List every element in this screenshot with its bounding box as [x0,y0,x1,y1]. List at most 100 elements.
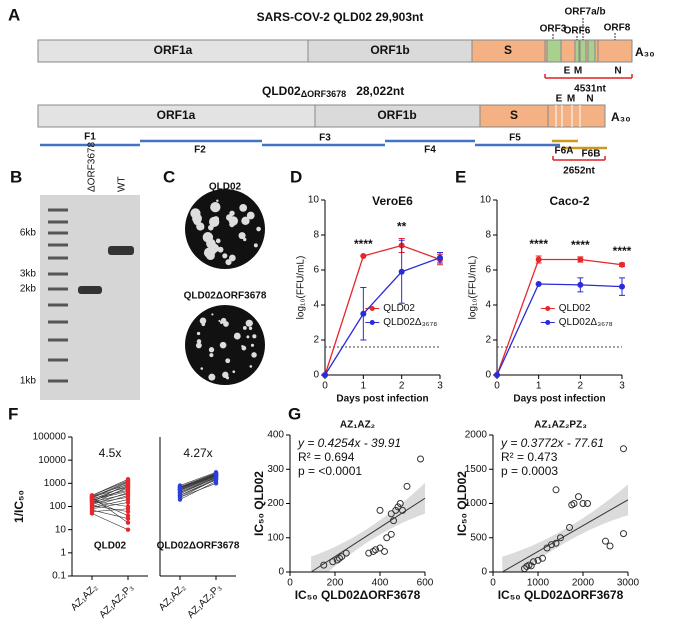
series-line [324,244,441,376]
gene-divider [555,105,581,127]
fragment-label: F5 [509,133,521,144]
data-point [620,445,627,453]
fit-equation: y = 0.4254x - 39.91 [297,436,401,450]
data-point [125,520,131,525]
marker-label: 2kb [20,284,37,295]
y-tick-label: 2000 [465,430,488,441]
data-point [543,544,551,552]
data-point [376,544,384,552]
plaque [209,353,214,358]
data-point [535,256,542,263]
legend-label: QLD02 [559,303,591,314]
gene-box [546,39,562,63]
marker-label: 3kb [20,269,37,280]
plaque-label: QLD02ΔORF3678 [184,291,267,302]
plaque [200,367,204,370]
gel: 6kb 3kb 2kb 1kb ΔORF3678 WT [20,142,140,400]
data-point [213,471,219,477]
data-point [521,565,528,573]
gene-label: S [504,43,512,57]
plaque [256,226,261,232]
plaque [243,237,247,242]
data-point [177,495,183,500]
legend-marker [545,320,551,325]
pair-line [91,486,129,505]
data-point [383,534,391,542]
plaque [239,203,248,212]
gene-label: M [567,94,575,105]
gene-label: ORF1a [154,43,193,57]
pair-line [91,495,129,507]
data-point [177,485,183,490]
plaque [241,345,247,351]
panel-label: D [290,167,302,186]
genome-top [37,18,633,79]
plaque [219,341,227,349]
plaque [249,365,253,368]
fold-change: 4.5x [99,446,122,460]
data-point [577,281,584,288]
y-tick-label: 100 [49,501,66,512]
pair-line [179,473,217,488]
pair-line [179,475,217,491]
fragment-label: F6B [582,149,601,160]
genome-top-labels: SARS-COV-2 QLD02 29,903nt ORF1a ORF1b S … [154,7,655,95]
pair-line [91,492,129,505]
plaque [192,213,202,224]
legend-label: QLD02Δ₃₆₇₈ [559,317,613,328]
series-label: QLD02ΔORF3678 [157,541,240,552]
significance: **** [529,237,548,251]
significance: ** [397,220,407,234]
chart-title: VeroE6 [372,194,413,208]
y-tick-label: 1 [60,547,66,558]
data-point [125,495,131,500]
x-tick-label: 3000 [617,578,640,589]
plaque [222,371,229,379]
gene-box [574,39,580,63]
data-point [336,554,343,562]
series-line [496,283,623,376]
panel-label: B [10,167,22,186]
data-point [620,530,627,538]
genome-name-sub: ΔORF3678 [301,89,347,99]
fit-stat: p = <0.0001 [298,464,362,478]
gene-label: ORF1b [377,108,416,122]
y-tick-label: 1000 [44,478,67,489]
gene-label: N [586,94,593,105]
data-point [342,549,350,557]
gene-label: ORF1b [370,43,409,57]
pair-line [91,483,129,503]
y-tick-label: 10000 [38,455,66,466]
plaque [202,232,214,243]
panel-label: E [455,167,466,186]
span-label: 4531nt [574,84,606,95]
significance: **** [613,244,632,258]
x-tick-label: AZ₁AZ₂ [69,582,100,613]
genome-bottom-labels: QLD02ΔORF3678 28,022nt ORF1a ORF1b S E M … [84,84,630,176]
data-point [125,500,131,505]
plaque [217,246,224,253]
y-tick-label: 1500 [465,464,488,475]
marker-label: 6kb [20,228,37,239]
y-tick-label: 200 [267,498,284,509]
fold-change: 4.27x [183,446,212,460]
series-line [324,257,441,376]
y-tick-label: 0 [313,370,319,381]
data-point [360,310,367,317]
gene-label: S [510,108,518,122]
plaque [195,342,202,349]
genome-length: 28,022nt [356,84,404,98]
y-tick-label: 0.1 [52,571,66,582]
fragment-label: F6A [555,146,574,157]
y-tick-label: 4 [485,300,491,311]
gel-image [40,195,140,400]
plaque [209,216,220,227]
data-point [602,537,609,545]
data-point [399,506,406,514]
data-point [125,509,131,514]
data-point [125,504,131,509]
data-point [320,561,328,569]
data-point [539,554,546,562]
x-tick-label: 1 [361,381,367,392]
y-tick-label: 4 [313,300,319,311]
